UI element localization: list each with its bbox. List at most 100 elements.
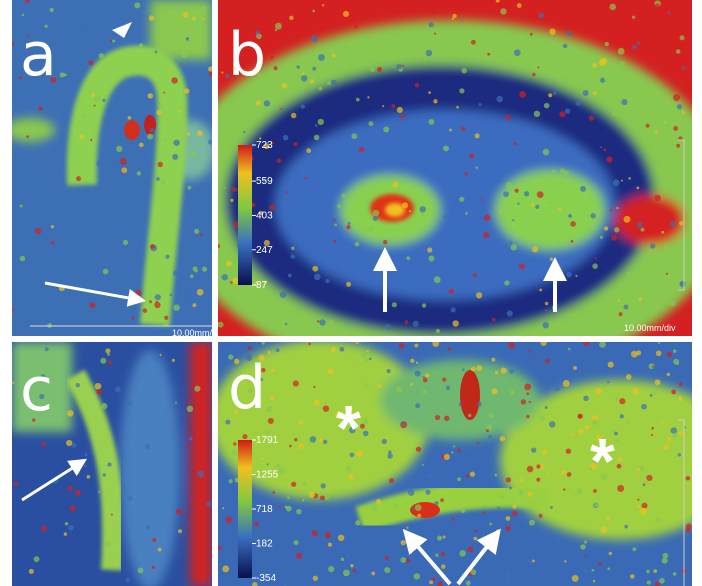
texture	[575, 275, 577, 277]
texture	[319, 319, 325, 325]
texture	[604, 149, 607, 152]
texture	[382, 439, 387, 444]
texture	[116, 146, 122, 152]
texture	[41, 442, 46, 447]
texture	[521, 399, 526, 404]
colorbar-label: 723	[256, 140, 273, 151]
texture	[625, 421, 628, 424]
texture	[425, 373, 429, 377]
texture	[578, 429, 583, 434]
texture	[660, 572, 667, 579]
texture	[541, 340, 547, 346]
texture	[662, 558, 668, 564]
texture	[306, 148, 311, 153]
texture	[29, 569, 34, 574]
texture	[152, 566, 155, 569]
texture	[314, 400, 320, 406]
texture	[461, 509, 465, 513]
texture	[367, 574, 372, 579]
texture	[641, 404, 647, 410]
texture	[341, 194, 345, 198]
texture	[193, 266, 198, 271]
texture	[452, 18, 454, 20]
texture	[539, 288, 542, 291]
texture	[163, 92, 165, 94]
texture	[613, 179, 620, 186]
texture	[243, 131, 245, 133]
texture	[202, 266, 207, 271]
texture	[647, 580, 651, 584]
texture	[440, 498, 444, 502]
texture	[231, 449, 238, 456]
texture	[120, 158, 127, 165]
texture	[656, 350, 662, 356]
texture	[344, 574, 346, 576]
texture	[429, 580, 433, 584]
texture	[612, 110, 619, 117]
texture	[573, 366, 577, 370]
texture	[64, 532, 67, 535]
texture	[339, 347, 344, 352]
texture	[599, 384, 602, 387]
texture	[289, 445, 292, 448]
texture	[519, 491, 524, 496]
texture	[207, 502, 212, 507]
texture	[451, 451, 453, 453]
texture	[624, 305, 629, 310]
texture	[160, 41, 164, 45]
texture	[671, 390, 676, 395]
texture	[532, 559, 535, 562]
texture	[476, 365, 482, 371]
texture	[664, 445, 669, 450]
texture	[331, 347, 337, 353]
texture	[79, 135, 83, 139]
texture	[301, 104, 305, 108]
texture	[643, 483, 646, 486]
texture	[285, 323, 288, 326]
texture	[283, 135, 289, 141]
texture	[537, 191, 544, 198]
texture	[448, 348, 451, 351]
texture	[261, 457, 264, 460]
texture	[89, 61, 94, 66]
texture	[646, 124, 650, 128]
texture	[145, 444, 151, 450]
texture	[441, 552, 445, 556]
texture	[494, 56, 500, 62]
texture	[384, 567, 390, 573]
texture	[583, 568, 588, 573]
texture	[301, 75, 308, 82]
texture	[298, 444, 304, 450]
texture	[47, 323, 52, 328]
texture	[558, 207, 561, 210]
texture	[190, 151, 196, 157]
texture	[197, 131, 203, 137]
texture	[471, 40, 476, 45]
texture	[346, 225, 350, 229]
texture	[68, 525, 74, 531]
texture	[539, 415, 545, 421]
texture	[589, 116, 594, 121]
texture	[35, 228, 41, 234]
texture	[669, 23, 672, 26]
texture	[667, 352, 673, 358]
texture	[172, 154, 178, 160]
texture	[653, 391, 656, 394]
texture	[291, 113, 296, 118]
texture	[333, 219, 335, 221]
texture	[414, 573, 420, 579]
texture	[655, 379, 661, 385]
texture	[543, 531, 547, 535]
texture	[158, 548, 162, 552]
texture	[170, 32, 177, 39]
texture	[405, 320, 409, 324]
texture	[108, 361, 112, 365]
texture	[338, 535, 344, 541]
texture	[182, 52, 188, 58]
texture	[504, 280, 509, 285]
texture	[156, 177, 160, 181]
texture	[453, 252, 456, 255]
texture	[434, 127, 439, 132]
texture	[429, 119, 435, 125]
texture	[319, 438, 323, 442]
